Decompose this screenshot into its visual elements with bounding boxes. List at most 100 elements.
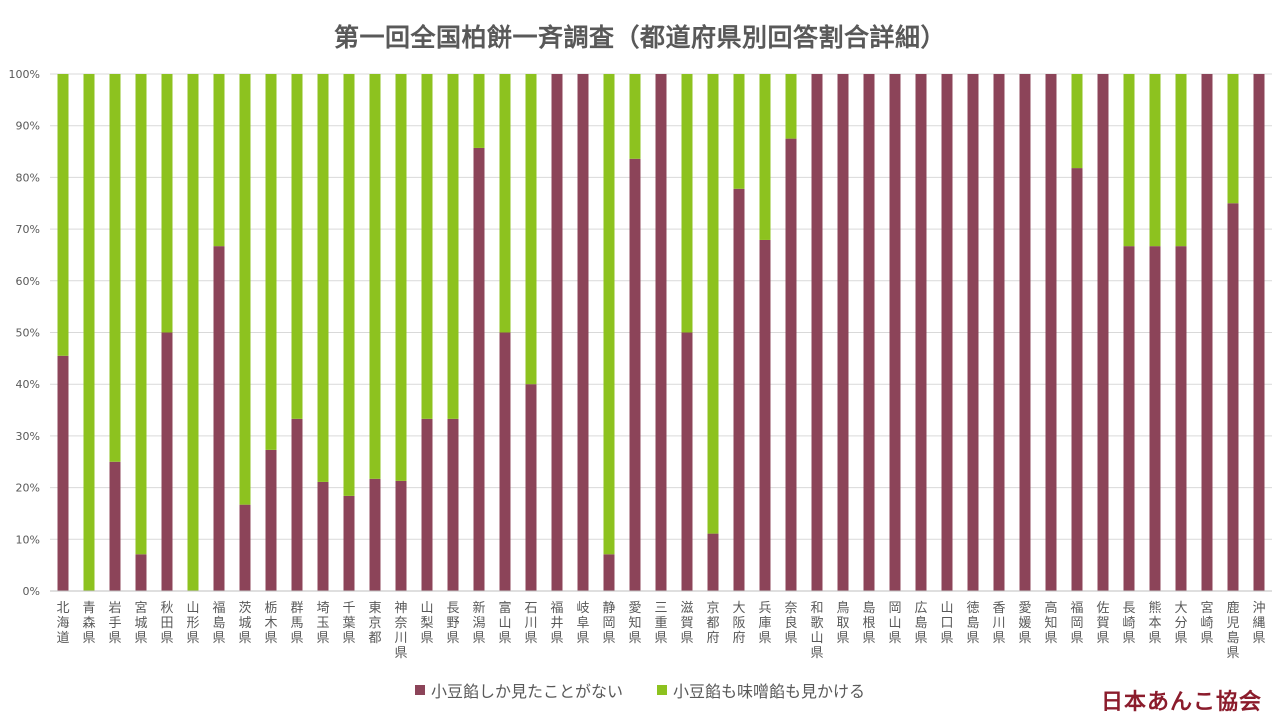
x-tick-label: 徳島県: [966, 601, 979, 646]
bar-both: [447, 74, 459, 419]
x-tick-label: 福井県: [550, 601, 563, 646]
x-tick-label: 栃木県: [264, 601, 277, 646]
x-tick-label: 大分県: [1174, 601, 1187, 646]
x-tick-label: 山口県: [940, 601, 953, 646]
bar-red-bean-only: [967, 74, 979, 591]
bar-red-bean-only: [343, 495, 355, 591]
bar-red-bean-only: [993, 74, 1005, 591]
x-tick-label: 千葉県: [342, 601, 355, 646]
x-tick-label: 群馬県: [290, 601, 303, 646]
x-tick-label: 富山県: [498, 600, 511, 646]
bar-red-bean-only: [317, 481, 329, 591]
bar-both: [239, 74, 251, 505]
bar-red-bean-only: [447, 418, 459, 591]
bar-red-bean-only: [629, 158, 641, 591]
bar-red-bean-only: [733, 188, 745, 592]
bar-both: [525, 74, 537, 385]
x-tick-label: 愛知県: [628, 601, 641, 646]
legend-item-red-bean-only: 小豆餡しか見たことがない: [414, 678, 623, 702]
y-tick-label: 0%: [23, 585, 40, 598]
bar-red-bean-only: [811, 74, 823, 591]
legend-label-red-bean-only: 小豆餡しか見たことがない: [430, 682, 623, 701]
x-tick-label: 三重県: [654, 601, 667, 646]
x-tick-label: 静岡県: [602, 601, 615, 646]
bar-both: [395, 74, 407, 481]
bar-red-bean-only: [57, 355, 69, 591]
legend-swatch-both: [657, 685, 667, 695]
x-tick-label: 和歌山県: [810, 601, 823, 661]
bar-both: [161, 74, 173, 333]
x-tick-label: 石川県: [524, 601, 537, 646]
x-tick-label: 東京都: [368, 600, 381, 646]
y-tick-label: 70%: [16, 223, 40, 236]
legend-item-both: 小豆餡も味噌餡も見かける: [657, 678, 865, 702]
bar-red-bean-only: [1149, 246, 1161, 591]
bar-red-bean-only: [1071, 168, 1083, 591]
legend-swatch-red-bean-only: [414, 685, 425, 695]
bar-both: [733, 74, 745, 189]
x-tick-label: 神奈川県: [394, 601, 407, 661]
bar-red-bean-only: [603, 554, 615, 591]
bar-both: [265, 74, 277, 450]
x-tick-label: 奈良県: [784, 601, 797, 646]
bar-red-bean-only: [369, 478, 381, 591]
x-tick-label: 沖縄県: [1252, 601, 1265, 646]
brand-logo-text: 日本あんこ協会: [1100, 690, 1262, 715]
x-tick-label: 広島県: [914, 601, 927, 646]
bar-red-bean-only: [1253, 74, 1265, 591]
bar-red-bean-only: [655, 74, 667, 591]
x-tick-label: 島根県: [862, 601, 875, 646]
y-tick-label: 50%: [16, 327, 40, 340]
bar-red-bean-only: [863, 74, 875, 591]
bar-both: [499, 74, 511, 333]
bar-red-bean-only: [499, 332, 511, 591]
bar-red-bean-only: [759, 239, 771, 591]
bar-both: [785, 74, 797, 139]
bar-both: [343, 74, 355, 496]
y-tick-label: 90%: [16, 120, 40, 133]
bar-red-bean-only: [239, 504, 251, 591]
x-tick-label: 高知県: [1044, 600, 1057, 646]
y-tick-label: 100%: [9, 68, 40, 81]
y-tick-label: 40%: [16, 378, 40, 391]
bar-both: [135, 74, 147, 555]
x-tick-label: 青森県: [82, 601, 95, 646]
x-tick-label: 北海道: [56, 601, 69, 646]
bar-both: [1175, 74, 1187, 247]
y-tick-label: 20%: [16, 482, 40, 495]
bar-red-bean-only: [941, 74, 953, 591]
x-tick-label: 福島県: [212, 601, 225, 646]
bar-red-bean-only: [421, 418, 433, 591]
legend: 小豆餡しか見たことがない 小豆餡も味噌餡も見かける: [0, 678, 1280, 702]
bar-both: [629, 74, 641, 159]
bar-both: [57, 74, 69, 356]
bar-red-bean-only: [213, 246, 225, 591]
bar-red-bean-only: [1201, 74, 1213, 591]
bar-red-bean-only: [395, 480, 407, 591]
bar-red-bean-only: [577, 74, 589, 591]
y-tick-label: 30%: [16, 430, 40, 443]
x-tick-label: 香川県: [992, 601, 1005, 646]
x-tick-label: 鹿児島県: [1226, 600, 1239, 661]
bar-both: [291, 74, 303, 419]
bar-both: [317, 74, 329, 482]
bar-red-bean-only: [265, 449, 277, 591]
x-tick-label: 熊本県: [1148, 600, 1161, 646]
x-tick-label: 岡山県: [888, 601, 901, 646]
bar-both: [707, 74, 719, 534]
bar-both: [1227, 74, 1239, 204]
bar-both: [681, 74, 693, 333]
x-tick-label: 福岡県: [1070, 601, 1083, 646]
bar-both: [473, 74, 485, 148]
bar-red-bean-only: [525, 384, 537, 591]
bar-both: [1123, 74, 1135, 247]
x-tick-label: 長野県: [446, 601, 459, 646]
x-tick-label: 茨城県: [238, 601, 251, 646]
x-tick-label: 山梨県: [420, 601, 433, 646]
x-tick-label: 埼玉県: [316, 601, 329, 646]
bar-both: [213, 74, 225, 247]
bar-red-bean-only: [1019, 74, 1031, 591]
bar-red-bean-only: [291, 418, 303, 591]
bar-red-bean-only: [161, 332, 173, 591]
chart-title: 第一回全国柏餅一斉調査（都道府県別回答割合詳細）: [333, 23, 946, 52]
